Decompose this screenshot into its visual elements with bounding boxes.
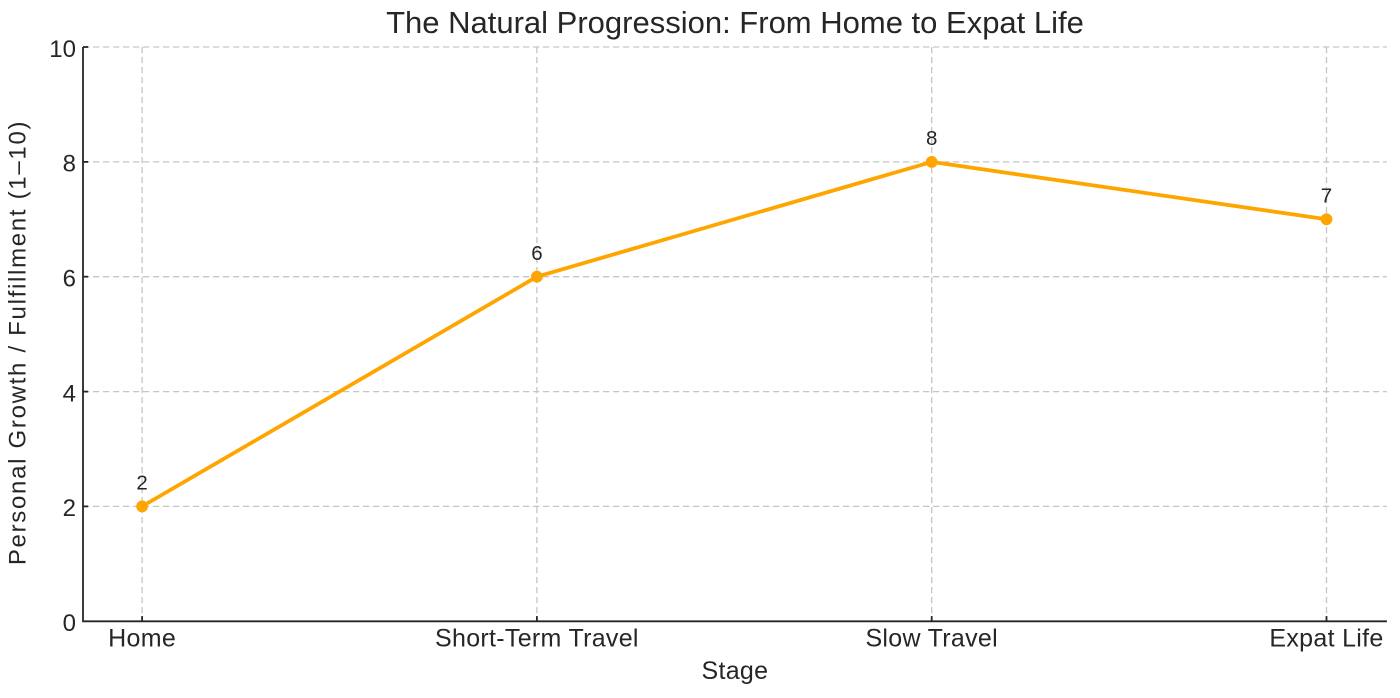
- svg-text:Slow Travel: Slow Travel: [865, 624, 998, 652]
- svg-text:10: 10: [49, 36, 76, 63]
- svg-text:2: 2: [136, 472, 147, 495]
- svg-text:Expat Life: Expat Life: [1269, 624, 1383, 652]
- svg-text:Stage: Stage: [701, 657, 768, 685]
- svg-text:0: 0: [63, 610, 76, 637]
- svg-text:Short-Term Travel: Short-Term Travel: [435, 624, 639, 652]
- svg-text:7: 7: [1321, 185, 1332, 208]
- svg-text:8: 8: [63, 151, 76, 178]
- svg-text:6: 6: [531, 242, 542, 265]
- svg-text:Home: Home: [108, 624, 176, 652]
- svg-text:Personal Growth / Fulfillment: Personal Growth / Fulfillment (1–10): [5, 120, 32, 565]
- svg-text:2: 2: [63, 495, 76, 522]
- svg-text:8: 8: [926, 127, 937, 150]
- svg-text:The Natural Progression: From: The Natural Progression: From Home to Ex…: [386, 5, 1084, 40]
- svg-text:4: 4: [63, 380, 76, 407]
- svg-text:6: 6: [63, 266, 76, 293]
